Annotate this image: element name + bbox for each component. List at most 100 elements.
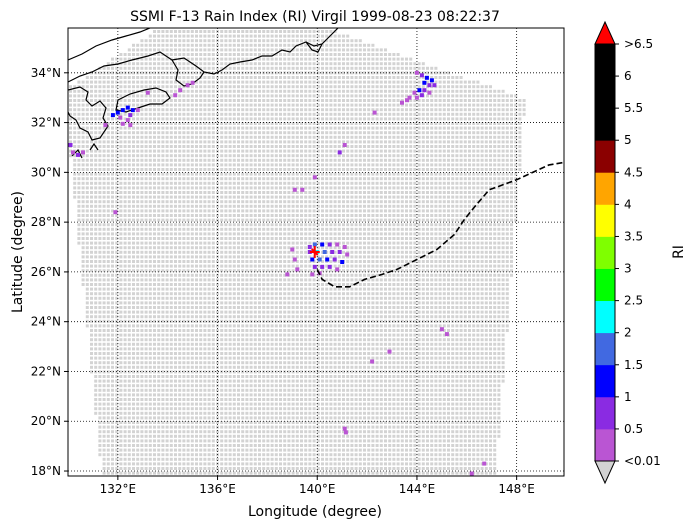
- swath-pixel: [266, 209, 270, 213]
- swath-pixel: [291, 57, 295, 61]
- swath-pixel: [409, 209, 413, 213]
- swath-pixel: [316, 177, 320, 181]
- swath-pixel: [119, 214, 123, 217]
- swath-pixel: [295, 89, 299, 93]
- swath-pixel: [476, 204, 480, 208]
- swath-pixel: [388, 89, 392, 93]
- swath-pixel: [178, 264, 182, 268]
- swath-pixel: [169, 135, 173, 139]
- swath-pixel: [136, 126, 140, 130]
- swath-pixel: [451, 76, 455, 79]
- swath-pixel: [253, 218, 257, 222]
- swath-pixel: [438, 241, 442, 245]
- swath-pixel: [90, 140, 93, 144]
- swath-pixel: [199, 112, 203, 116]
- swath-pixel: [295, 99, 299, 102]
- swath-pixel: [510, 191, 513, 194]
- swath-pixel: [367, 89, 371, 93]
- swath-pixel: [148, 126, 152, 130]
- swath-pixel: [127, 232, 131, 236]
- swath-pixel: [522, 103, 526, 107]
- swath-pixel: [102, 145, 106, 148]
- swath-pixel: [279, 172, 282, 176]
- swath-pixel: [358, 186, 362, 190]
- swath-pixel: [371, 89, 375, 93]
- swath-pixel: [459, 163, 463, 167]
- swath-pixel: [329, 209, 333, 213]
- swath-pixel: [455, 117, 459, 121]
- swath-pixel: [220, 186, 224, 190]
- swath-pixel: [358, 112, 362, 116]
- swath-pixel: [426, 204, 429, 208]
- swath-pixel: [476, 232, 480, 236]
- swath-pixel: [484, 135, 488, 139]
- swath-pixel: [140, 149, 144, 153]
- swath-pixel: [463, 131, 467, 135]
- swath-pixel: [304, 214, 308, 217]
- swath-pixel: [90, 250, 93, 254]
- swath-pixel: [405, 80, 408, 84]
- swath-pixel: [497, 103, 501, 107]
- swath-pixel: [174, 126, 177, 130]
- swath-pixel: [115, 227, 119, 231]
- swath-pixel: [270, 168, 274, 171]
- swath-pixel: [295, 186, 299, 190]
- swath-pixel: [203, 99, 207, 102]
- swath-pixel: [216, 135, 219, 139]
- swath-pixel: [489, 191, 492, 194]
- swath-pixel: [98, 191, 102, 194]
- swath-pixel: [224, 71, 228, 75]
- swath-pixel: [316, 163, 320, 167]
- swath-pixel: [232, 204, 236, 208]
- swath-pixel: [413, 99, 417, 102]
- swath-pixel: [220, 168, 224, 171]
- swath-pixel: [258, 34, 261, 38]
- swath-pixel: [106, 264, 110, 268]
- swath-pixel: [304, 140, 308, 144]
- swath-pixel: [363, 158, 366, 162]
- swath-pixel: [463, 223, 467, 227]
- swath-pixel: [493, 218, 497, 222]
- swath-pixel: [224, 30, 228, 33]
- swath-pixel: [81, 135, 85, 139]
- swath-pixel: [350, 255, 354, 259]
- swath-pixel: [493, 255, 497, 259]
- swath-pixel: [98, 195, 102, 199]
- swath-pixel: [90, 99, 93, 102]
- swath-pixel: [195, 103, 198, 107]
- swath-pixel: [253, 186, 257, 190]
- swath-pixel: [342, 122, 345, 125]
- swath-pixel: [81, 89, 85, 93]
- swath-pixel: [468, 85, 471, 89]
- swath-pixel: [472, 181, 476, 185]
- swath-pixel: [73, 89, 77, 93]
- swath-pixel: [115, 89, 119, 93]
- swath-pixel: [434, 218, 438, 222]
- swath-pixel: [379, 209, 383, 213]
- swath-pixel: [321, 117, 324, 121]
- swath-pixel: [157, 264, 161, 268]
- swath-pixel: [459, 250, 463, 254]
- swath-pixel: [119, 223, 123, 227]
- swath-pixel: [127, 172, 131, 176]
- swath-pixel: [253, 223, 257, 227]
- swath-pixel: [279, 214, 282, 217]
- swath-pixel: [442, 237, 446, 240]
- swath-pixel: [316, 232, 320, 236]
- swath-pixel: [480, 246, 484, 250]
- swath-pixel: [119, 126, 123, 130]
- swath-pixel: [413, 200, 417, 204]
- swath-pixel: [363, 177, 366, 181]
- swath-pixel: [148, 66, 152, 70]
- swath-pixel: [417, 149, 421, 153]
- swath-pixel: [300, 131, 303, 135]
- swath-pixel: [325, 85, 329, 89]
- swath-pixel: [287, 122, 291, 125]
- swath-pixel: [287, 149, 291, 153]
- swath-pixel: [493, 250, 497, 254]
- swath-pixel: [346, 80, 350, 84]
- swath-pixel: [190, 204, 194, 208]
- swath-pixel: [161, 154, 165, 158]
- swath-pixel: [417, 177, 421, 181]
- swath-pixel: [316, 218, 320, 222]
